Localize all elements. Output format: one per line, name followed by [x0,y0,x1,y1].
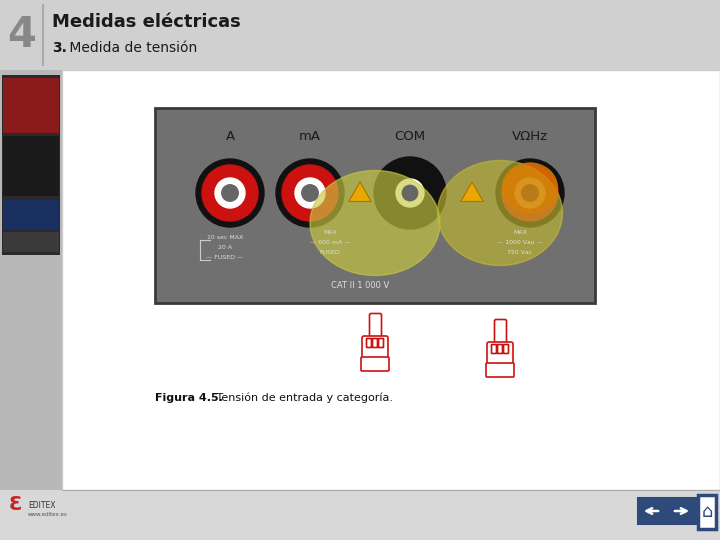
Circle shape [380,163,440,223]
Text: — 600 mA —: — 600 mA — [310,240,350,245]
FancyBboxPatch shape [498,345,503,354]
FancyBboxPatch shape [362,336,388,362]
Text: Ɛ: Ɛ [8,496,22,515]
Circle shape [515,178,545,208]
FancyBboxPatch shape [3,136,59,196]
Circle shape [196,159,264,227]
Circle shape [282,165,338,221]
Circle shape [295,178,325,208]
Text: 4: 4 [8,14,37,56]
Text: 750 Vᴀᴄ: 750 Vᴀᴄ [508,250,533,255]
Text: VΩHz: VΩHz [512,130,548,143]
FancyBboxPatch shape [3,232,59,252]
Text: MAX: MAX [513,230,527,235]
Text: 3.: 3. [52,41,67,55]
FancyBboxPatch shape [0,0,720,70]
Ellipse shape [438,160,562,266]
Circle shape [496,159,564,227]
FancyBboxPatch shape [638,498,666,524]
FancyBboxPatch shape [3,200,59,230]
Text: Tensión de entrada y categoría.: Tensión de entrada y categoría. [213,393,393,403]
Text: FUSED: FUSED [320,250,341,255]
FancyBboxPatch shape [495,320,506,348]
Circle shape [202,165,258,221]
Text: www.editex.es: www.editex.es [28,512,68,517]
FancyBboxPatch shape [487,342,513,368]
FancyBboxPatch shape [3,78,59,133]
FancyBboxPatch shape [62,70,720,490]
FancyBboxPatch shape [361,357,389,371]
Text: mA: mA [299,130,321,143]
FancyBboxPatch shape [668,498,696,524]
FancyBboxPatch shape [486,363,514,377]
Text: ⌂: ⌂ [701,503,713,521]
Text: — 1000 Vᴀᴜ —: — 1000 Vᴀᴜ — [498,240,543,245]
Ellipse shape [503,163,557,213]
Polygon shape [461,182,483,201]
Text: MAX: MAX [323,230,337,235]
Circle shape [502,165,558,221]
FancyBboxPatch shape [2,75,60,255]
FancyBboxPatch shape [379,339,384,348]
FancyBboxPatch shape [503,345,508,354]
FancyBboxPatch shape [492,345,497,354]
FancyBboxPatch shape [372,339,377,348]
Text: A: A [225,130,235,143]
Circle shape [215,178,245,208]
FancyBboxPatch shape [698,495,716,529]
Circle shape [222,185,238,201]
Circle shape [402,185,418,201]
FancyBboxPatch shape [369,314,382,341]
Text: Medida de tensión: Medida de tensión [65,41,197,55]
Text: 10 sec MAX: 10 sec MAX [207,235,243,240]
Circle shape [396,179,424,207]
Text: COM: COM [395,130,426,143]
FancyBboxPatch shape [0,70,62,490]
Polygon shape [348,182,372,201]
Circle shape [374,157,446,229]
FancyBboxPatch shape [155,108,595,303]
FancyBboxPatch shape [366,339,372,348]
Ellipse shape [310,171,440,275]
Text: Medidas eléctricas: Medidas eléctricas [52,13,240,31]
Text: EDITEX: EDITEX [28,501,55,510]
FancyBboxPatch shape [0,490,720,540]
Circle shape [276,159,344,227]
Text: 20 A: 20 A [218,245,232,250]
Text: — FUSED —: — FUSED — [207,255,243,260]
Circle shape [302,185,318,201]
Circle shape [522,185,539,201]
Text: CAT II 1 000 V: CAT II 1 000 V [331,280,389,289]
Text: Figura 4.5.: Figura 4.5. [155,393,223,403]
